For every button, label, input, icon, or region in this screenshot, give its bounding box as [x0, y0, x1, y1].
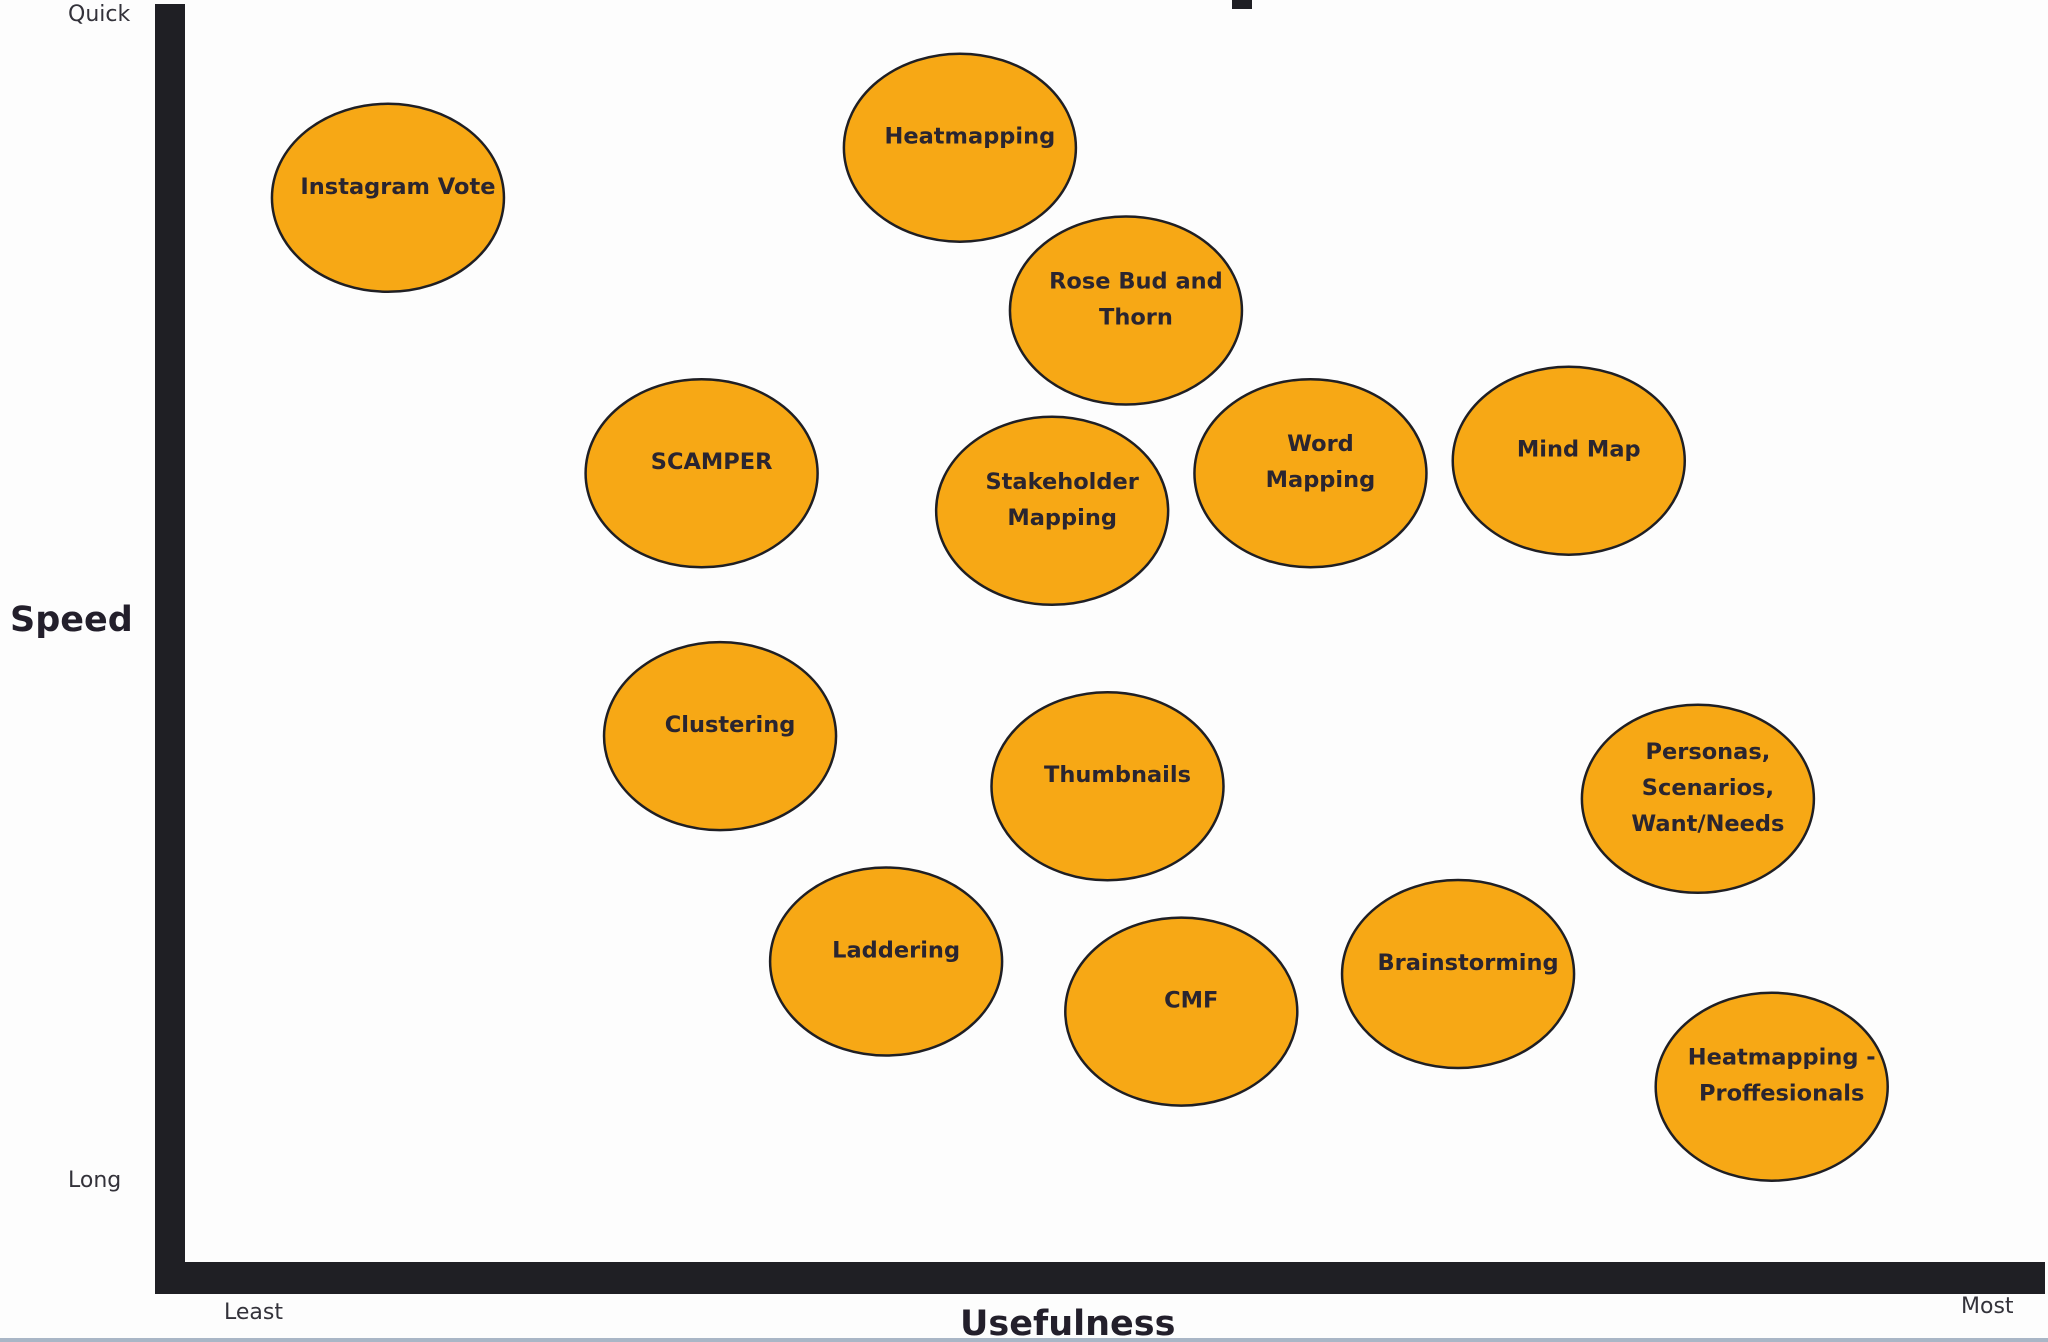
bubble-ellipse: [1580, 703, 1816, 895]
bubbles-group: Instagram Vote Heatmapping Rose Bud and Tho…: [270, 52, 1889, 1182]
bubble-10: Laddering: [768, 866, 1004, 1057]
bubble-12: Brainstorming: [1340, 878, 1576, 1070]
x-axis-title: Usefulness: [960, 1304, 1176, 1342]
bubble-13: Heatmapping - Proffesionals: [1654, 991, 1889, 1182]
bubble-2: Rose Bud and Thorn: [1008, 215, 1244, 406]
bubble-ellipse: [1193, 377, 1428, 569]
bubble-label: Thumbnails: [1044, 762, 1191, 788]
x-axis-max-label: Most: [1961, 1294, 2014, 1319]
bottom-edge-strip: [0, 1338, 2048, 1342]
x-axis-bar: [155, 1262, 2045, 1294]
bubble-ellipse: [990, 690, 1225, 882]
bubble-label: Mapping: [1266, 467, 1376, 493]
bubble-0: Instagram Vote: [270, 102, 506, 294]
bubble-ellipse: [934, 415, 1170, 607]
bubble-ellipse: [602, 640, 838, 832]
bubble-1: Heatmapping: [842, 52, 1078, 243]
bubble-ellipse: [1340, 878, 1576, 1070]
bubble-ellipse: [1064, 916, 1299, 1107]
bubble-ellipse: [584, 377, 819, 569]
bubble-label: Heatmapping: [885, 124, 1056, 150]
bubble-label: SCAMPER: [651, 449, 773, 475]
bubble-ellipse: [1451, 365, 1686, 556]
bubble-ellipse: [768, 866, 1004, 1057]
bubble-label: Proffesionals: [1699, 1081, 1864, 1107]
bubble-label: Want/Needs: [1631, 811, 1784, 837]
bubble-label: Clustering: [665, 712, 796, 738]
bubble-label: Mapping: [1007, 505, 1117, 531]
bubble-11: CMF: [1064, 916, 1299, 1107]
bubble-5: Word Mapping: [1193, 377, 1428, 569]
bubble-ellipse: [842, 52, 1078, 243]
bubble-label: Rose Bud and: [1049, 268, 1223, 294]
bubble-ellipse: [1654, 991, 1889, 1182]
y-axis-title: Speed: [10, 600, 133, 640]
bubble-label: Brainstorming: [1377, 950, 1558, 976]
bubble-9: Personas, Scenarios, Want/Needs: [1580, 703, 1816, 895]
x-axis-min-label: Least: [224, 1300, 283, 1325]
bubble-label: Heatmapping -: [1688, 1045, 1876, 1071]
bubble-6: Mind Map: [1451, 365, 1686, 556]
bubble-4: Stakeholder Mapping: [934, 415, 1170, 607]
bubble-label: Stakeholder: [985, 469, 1139, 495]
bubble-label: Word: [1287, 431, 1354, 457]
bubble-ellipse: [1008, 215, 1244, 406]
y-axis-bar: [155, 4, 185, 1294]
bubble-label: Instagram Vote: [300, 174, 495, 200]
bubble-7: Clustering: [602, 640, 838, 832]
bubble-label: Scenarios,: [1642, 775, 1774, 801]
y-axis-min-label: Long: [68, 1168, 122, 1193]
bubble-label: Thorn: [1099, 304, 1173, 330]
bubble-label: Mind Map: [1517, 437, 1641, 463]
bubble-ellipse: [270, 102, 506, 294]
bubble-label: Laddering: [832, 938, 960, 964]
title-fragment: [1232, 0, 1252, 9]
bubble-label: Personas,: [1645, 739, 1770, 765]
y-axis-max-label: Quick: [68, 2, 131, 27]
bubble-8: Thumbnails: [990, 690, 1225, 882]
bubble-label: CMF: [1164, 988, 1218, 1014]
bubble-3: SCAMPER: [584, 377, 819, 569]
